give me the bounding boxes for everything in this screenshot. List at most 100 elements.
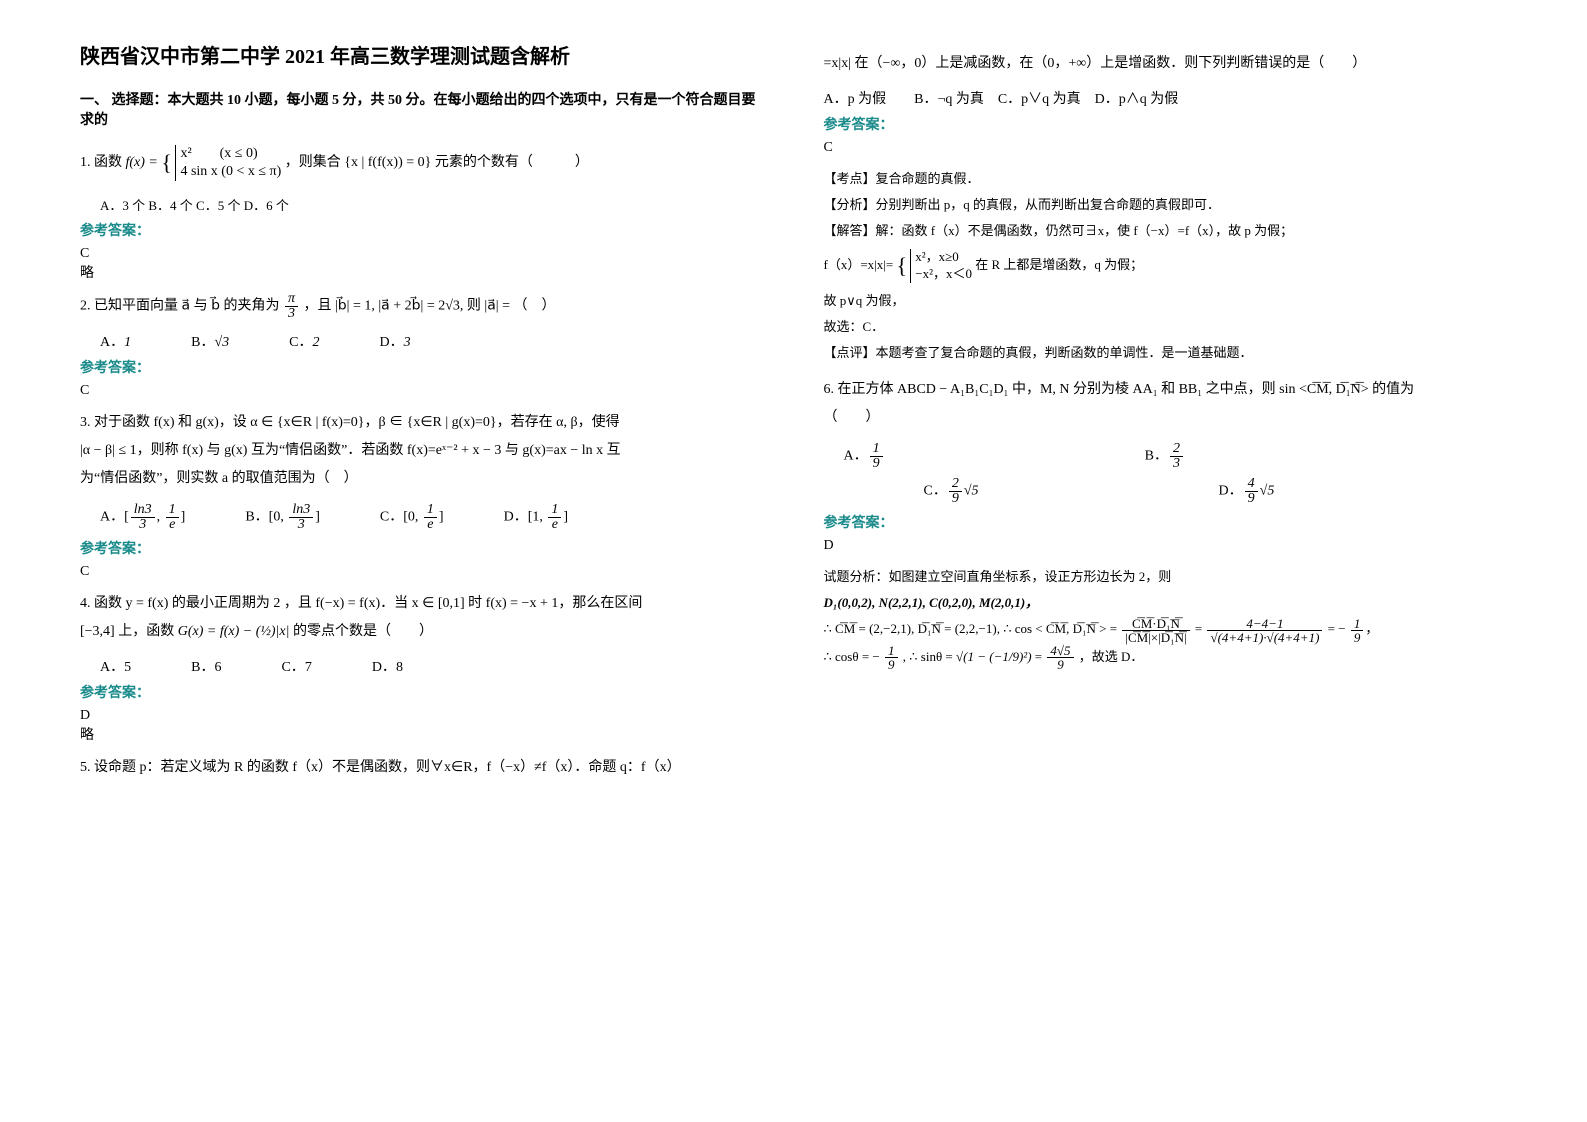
q3a-n2: 1 <box>166 503 179 518</box>
q3d-d: e <box>548 518 561 532</box>
q4-note: 略 <box>80 724 764 744</box>
answer-label: 参考答案： <box>80 538 764 558</box>
q3-options: A．[ln33, 1e] B．[0, ln33] C．[0, 1e] D．[1,… <box>100 503 764 532</box>
question-4: 4. 函数 y = f(x) 的最小正周期为 2 ，且 f(−x) = f(x)… <box>80 590 764 646</box>
q6-e3b: = − <box>1328 621 1346 636</box>
q1-piece2: 4 sin x (0 < x ≤ π) <box>180 164 281 179</box>
q3b-n: ln3 <box>289 503 313 518</box>
q6-e4b: , ∴ sinθ = <box>903 649 956 664</box>
q6-e4c: = <box>1035 649 1046 664</box>
question-5-l3: A．p 为假 B．¬q 为真 C．p∨q 为真 D．p∧q 为假 <box>824 88 1508 108</box>
q3-answer: C <box>80 564 764 580</box>
answer-label: 参考答案： <box>80 357 764 377</box>
q4-d: 8 <box>396 660 403 675</box>
question-3: 3. 对于函数 f(x) 和 g(x)，设 α ∈ {x∈R | f(x)=0}… <box>80 409 764 493</box>
q5-e4a: f（x）=x|x|= <box>824 257 897 272</box>
q5-exp: 【考点】复合命题的真假． 【分析】分别判断出 p，q 的真假，从而判断出复合命题… <box>824 166 1508 366</box>
q3c-d: e <box>424 518 437 532</box>
q2-options: A．1 B．√3 C．2 D．3 <box>100 331 764 351</box>
q1-answer: C <box>80 246 764 262</box>
q6c-d: 9 <box>949 492 962 506</box>
page-title: 陕西省汉中市第二中学 2021 年高三数学理测试题含解析 <box>80 40 764 69</box>
q4-b: 6 <box>214 660 221 675</box>
q6-e3c-d: 9 <box>1351 631 1364 644</box>
q5-e4bot: −x²，x＜0 <box>915 266 972 281</box>
q6-e1: 试题分析：如图建立空间直角坐标系，设正方形边长为 2，则 <box>824 564 1508 590</box>
q4-a: 5 <box>124 660 131 675</box>
question-5-l2: =x|x| 在（−∞，0）上是减函数，在（0，+∞）上是增函数．则下列判断错误的… <box>824 50 1508 78</box>
q6b-n: 2 <box>1170 442 1183 457</box>
q4-l2b: 的零点个数是（ ） <box>293 624 433 639</box>
q6-e4e: ，故选 D． <box>1079 649 1144 664</box>
q3-l1: 3. 对于函数 f(x) 和 g(x)，设 α ∈ {x∈R | f(x)=0}… <box>80 409 764 437</box>
q2-frac-n: π <box>285 292 298 307</box>
q6a-n: 1 <box>870 442 883 457</box>
q1-mid: ，则集合 {x | f(f(x)) = 0} 元素的个数有（ ） <box>285 155 589 170</box>
q6-options: A．19 B．23 C．29√5 D．49√5 <box>824 442 1508 506</box>
q6-e4d-n: 4√5 <box>1047 644 1073 658</box>
q5-e1: 【考点】复合命题的真假． <box>824 166 1508 192</box>
q6-e2: D₁(0,0,2), N(2,2,1), C(0,2,0), M(2,0,1)， <box>824 590 1508 616</box>
q4-l1: 4. 函数 y = f(x) 的最小正周期为 2 ，且 f(−x) = f(x)… <box>80 590 764 618</box>
question-6: 6. 在正方体 ABCD − A₁B₁C₁D₁ 中，M, N 分别为棱 AA₁ … <box>824 376 1508 432</box>
q1-pre: 1. 函数 <box>80 155 126 170</box>
q6c-n: 2 <box>949 477 962 492</box>
q5-e2: 【分析】分别判断出 p，q 的真假，从而判断出复合命题的真假即可． <box>824 192 1508 218</box>
q6-e3-num: 4−4−1 <box>1207 617 1322 631</box>
q6c-sqrt: √5 <box>964 484 979 499</box>
q6b-d: 3 <box>1170 457 1183 471</box>
q4-options: A．5 B．6 C．7 D．8 <box>100 656 764 676</box>
q1-piece1: x² (x ≤ 0) <box>180 146 257 161</box>
answer-label: 参考答案： <box>824 512 1508 532</box>
q4-answer: D <box>80 708 764 724</box>
q3c-n: 1 <box>424 503 437 518</box>
q5-e4b: 在 R 上都是增函数，q 为假； <box>975 257 1143 272</box>
q5-e7: 【点评】本题考查了复合命题的真假，判断函数的单调性．是一道基础题． <box>824 340 1508 366</box>
q2-frac-d: 3 <box>285 307 298 321</box>
question-2: 2. 已知平面向量 a⃗ 与 b⃗ 的夹角为 π3 ，且 |b⃗| = 1, |… <box>80 292 764 321</box>
q6d-n: 4 <box>1245 477 1258 492</box>
answer-label: 参考答案： <box>80 682 764 702</box>
q6-l1: 6. 在正方体 ABCD − A₁B₁C₁D₁ 中，M, N 分别为棱 AA₁ … <box>824 376 1508 404</box>
question-1: 1. 函数 f(x) = { x² (x ≤ 0) 4 sin x (0 < x… <box>80 141 764 185</box>
q1-note: 略 <box>80 262 764 282</box>
q6-l2: （ ） <box>824 404 1508 432</box>
q6d-sqrt: √5 <box>1260 484 1275 499</box>
q1-opts: A．3 个 B．4 个 C．5 个 D．6 个 <box>100 195 764 214</box>
q6-e4sqrt: √(1 − (−1/9)²) <box>956 649 1032 664</box>
q6d-d: 9 <box>1245 492 1258 506</box>
q3d-n: 1 <box>548 503 561 518</box>
q3-l2: |α − β| ≤ 1，则称 f(x) 与 g(x) 互为“情侣函数”．若函数 … <box>80 437 764 465</box>
q5-e5: 故 p∨q 为假， <box>824 288 1508 314</box>
q6a-d: 9 <box>870 457 883 471</box>
q3a-n: ln3 <box>131 503 155 518</box>
q2-t2: ，且 |b⃗| = 1, |a⃗ + 2b⃗| = 2√3, 则 |a⃗| = … <box>303 299 555 314</box>
q2-b: √3 <box>214 335 229 350</box>
q6-answer: D <box>824 538 1508 554</box>
q2-a: 1 <box>124 335 131 350</box>
q3b-d: 3 <box>289 518 313 532</box>
q4-gx: G(x) = f(x) − (½)|x| <box>178 624 290 639</box>
q3a-d2: e <box>166 518 179 532</box>
q2-answer: C <box>80 383 764 399</box>
q2-c: 2 <box>313 335 320 350</box>
q3-l3: 为“情侣函数”，则实数 a 的取值范围为（ ） <box>80 465 764 493</box>
q5-answer: C <box>824 140 1508 156</box>
q6-e4a: ∴ cosθ = − <box>824 649 880 664</box>
q6-e3-den: √(4+4+1)·√(4+4+1) <box>1207 631 1322 644</box>
q6-e3a: ∴ C͞M͞ = (2,−2,1), D͞₁͞N͞ = (2,2,−1), ∴ … <box>824 621 1121 636</box>
q6-exp: 试题分析：如图建立空间直角坐标系，设正方形边长为 2，则 D₁(0,0,2), … <box>824 564 1508 671</box>
q3a-d: 3 <box>131 518 155 532</box>
answer-label: 参考答案： <box>824 114 1508 134</box>
q5-e4top: x²，x≥0 <box>915 249 959 264</box>
q6-e3c-n: 1 <box>1351 617 1364 631</box>
section-header: 一、 选择题：本大题共 10 小题，每小题 5 分，共 50 分。在每小题给出的… <box>80 89 764 129</box>
q2-d: 3 <box>404 335 411 350</box>
q6-e4d-d: 9 <box>1047 658 1073 671</box>
q4-c: 7 <box>305 660 312 675</box>
q5-e6: 故选：C． <box>824 314 1508 340</box>
question-5-l1: 5. 设命题 p：若定义域为 R 的函数 f（x）不是偶函数，则∀x∈R，f（−… <box>80 754 764 782</box>
q5-e3: 【解答】解：函数 f（x）不是偶函数，仍然可∃x，使 f（−x）=f（x），故 … <box>824 218 1508 244</box>
q2-t1: 2. 已知平面向量 a⃗ 与 b⃗ 的夹角为 <box>80 299 283 314</box>
q4-l2a: [−3,4] 上，函数 <box>80 624 178 639</box>
